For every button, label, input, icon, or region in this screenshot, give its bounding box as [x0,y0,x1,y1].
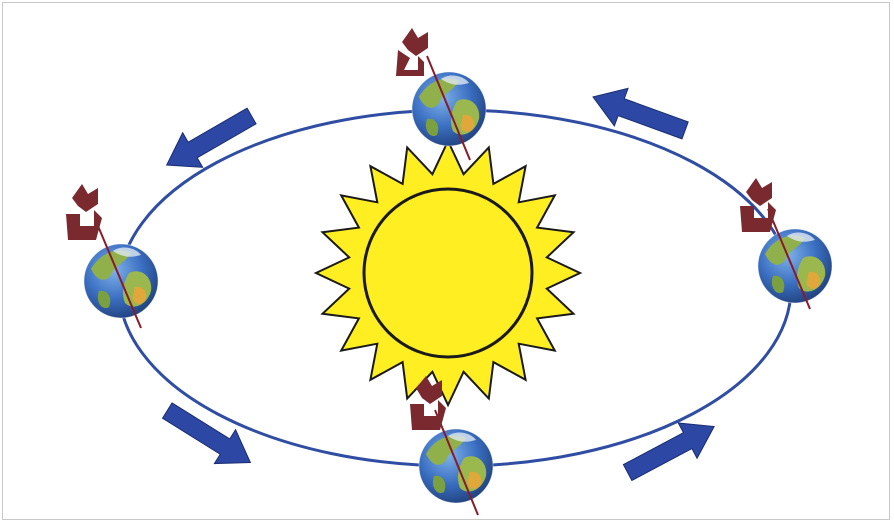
rotation-arrow-icon-left [66,184,102,240]
axis-line-right [767,208,811,310]
orbit-direction-arrow-icon-bottom-left [161,402,252,465]
axis-line-top [426,55,471,161]
rotation-arrow-icon-bottom [410,376,446,430]
sun-icon [313,138,583,408]
axis-line-bottom [434,409,479,516]
orbit-direction-arrow-icon-top-right [592,87,689,140]
rotation-arrow-icon-right [740,178,776,232]
orbit-direction-arrow-icon-top-left [165,107,257,168]
rotation-arrow-icon-top [396,28,428,76]
axis-line-left [97,225,142,329]
earth-icon-bottom [418,428,494,504]
orbit-direction-arrow-icon-bottom-right [622,422,715,482]
earth-icon-right [757,228,833,304]
